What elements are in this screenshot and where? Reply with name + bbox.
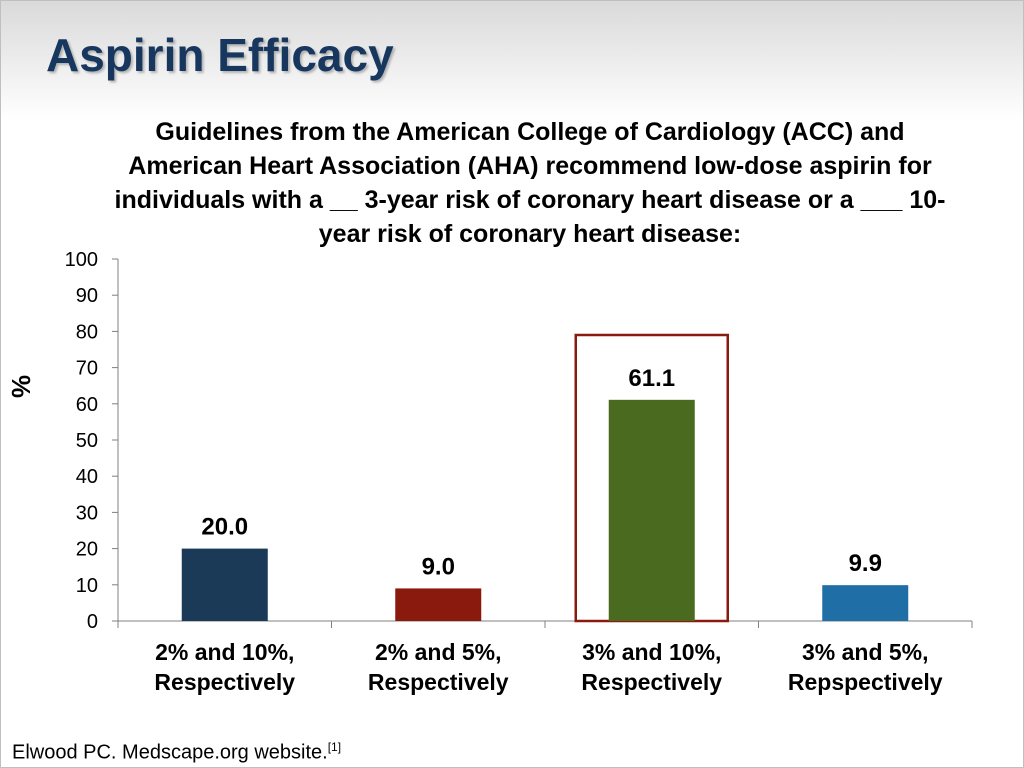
y-tick-label: 80 bbox=[76, 321, 98, 343]
bar bbox=[395, 588, 482, 621]
source-citation: Elwood PC. Medscape.org website.[1] bbox=[12, 740, 341, 765]
question-text: Guidelines from the American College of … bbox=[114, 118, 946, 248]
slide-title: Aspirin Efficacy bbox=[46, 29, 394, 81]
source-reference: [1] bbox=[327, 740, 342, 754]
x-category-label: Respectively bbox=[154, 669, 295, 695]
x-category-label: 3% and 10%, bbox=[582, 639, 721, 665]
y-tick-label: 100 bbox=[65, 249, 98, 271]
bar bbox=[181, 548, 268, 621]
y-tick-label: 50 bbox=[76, 430, 98, 452]
bar-value-label: 9.9 bbox=[849, 550, 882, 577]
y-tick-label: 30 bbox=[76, 502, 98, 524]
y-tick-label: 60 bbox=[76, 394, 98, 416]
x-category-label: Respectively bbox=[368, 669, 509, 695]
y-axis-label: % bbox=[6, 374, 36, 398]
bar-value-label: 61.1 bbox=[628, 365, 675, 392]
y-tick-label: 90 bbox=[76, 285, 98, 307]
y-tick-label: 20 bbox=[76, 539, 98, 561]
bar-value-label: 20.0 bbox=[201, 514, 248, 541]
bar bbox=[822, 585, 909, 621]
bar-value-label: 9.0 bbox=[422, 553, 455, 580]
x-category-label: 2% and 5%, bbox=[375, 639, 502, 665]
x-category-label: 3% and 5%, bbox=[802, 639, 929, 665]
y-tick-label: 10 bbox=[76, 575, 98, 597]
source-text: Elwood PC. Medscape.org website. bbox=[12, 741, 328, 764]
x-category-label: Respectively bbox=[581, 669, 722, 695]
x-category-label: 2% and 10%, bbox=[155, 639, 294, 665]
y-tick-label: 40 bbox=[76, 466, 98, 488]
bar bbox=[608, 399, 695, 621]
y-tick-label: 0 bbox=[87, 611, 98, 633]
x-category-label: Repspectively bbox=[788, 669, 943, 695]
y-tick-label: 70 bbox=[76, 358, 98, 380]
